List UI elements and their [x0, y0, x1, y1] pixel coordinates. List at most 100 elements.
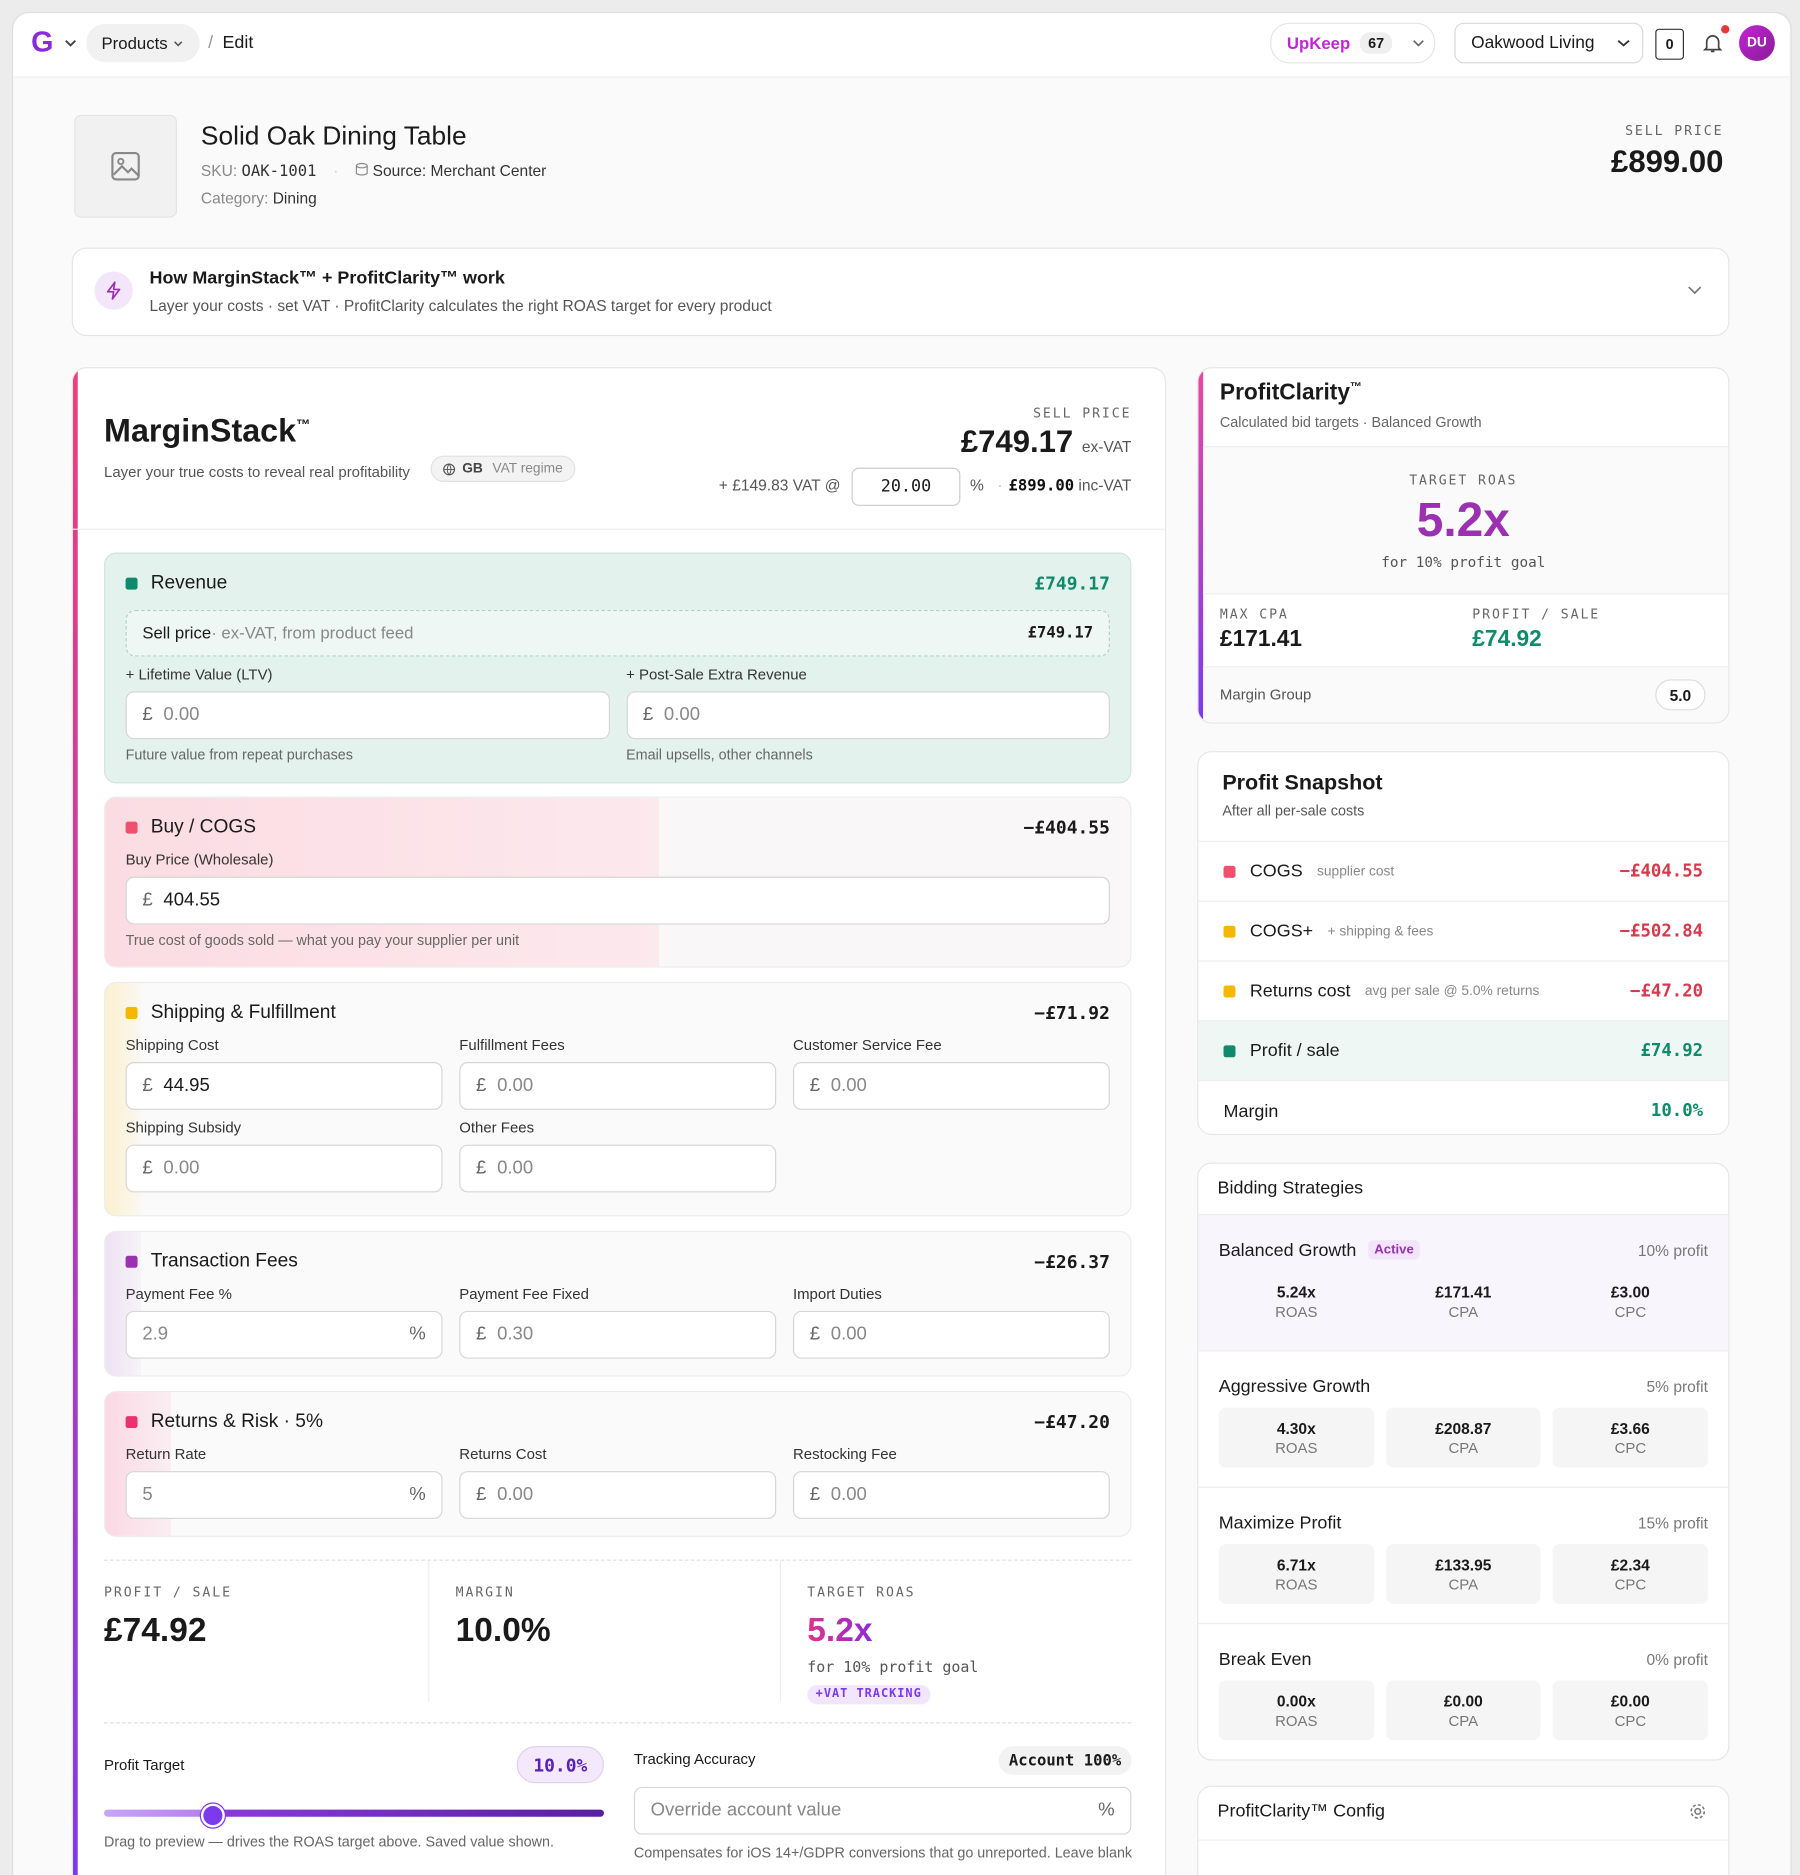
- field-label: Customer Service Fee: [792, 1036, 942, 1054]
- info-card[interactable]: [71, 247, 1730, 337]
- field-label: Returns Cost: [459, 1445, 547, 1463]
- strategy[interactable]: Aggressive Growth 5% profit 4.30x ROAS £208.…: [1198, 1350, 1729, 1486]
- input-value: 0.00: [497, 1483, 534, 1505]
- abs: [1721, 25, 1730, 34]
- field-help: Email upsells, other channels: [626, 746, 813, 764]
- field-input[interactable]: £0.00: [459, 1471, 777, 1519]
- slider[interactable]: [104, 1809, 604, 1817]
- field-input[interactable]: £44.95: [125, 1062, 443, 1110]
- field-grid: Buy Price (Wholesale) £404.55 True cost of…: [125, 842, 1110, 949]
- field-label: Shipping Subsidy: [125, 1119, 242, 1137]
- metric: 4.30x ROAS: [1218, 1407, 1374, 1468]
- field-input[interactable]: £0.00: [459, 1062, 777, 1110]
- svg: [106, 281, 121, 300]
- metric-value: 4.30x: [1276, 1419, 1316, 1438]
- metric: £208.87 CPA: [1385, 1407, 1541, 1468]
- row-value: £74.92: [1640, 1041, 1704, 1061]
- strategy[interactable]: Maximize Profit 15% profit 6.71x ROAS £133.9…: [1198, 1486, 1729, 1623]
- input-value: 2.9: [142, 1323, 169, 1344]
- path: [65, 39, 77, 47]
- input-prefix: £: [142, 889, 153, 910]
- input-prefix: £: [476, 1323, 487, 1344]
- metric-label: CPC: [1614, 1303, 1647, 1320]
- ellipse: [355, 162, 368, 169]
- metric-value: 6.71x: [1276, 1555, 1316, 1574]
- counter[interactable]: 0: [1655, 28, 1684, 60]
- summary-note: for 10% profit goal: [807, 1657, 979, 1676]
- field-input[interactable]: £0.00: [125, 691, 610, 740]
- strategy-header: Maximize Profit 15% profit: [1219, 1511, 1708, 1535]
- path: [355, 165, 368, 176]
- strategy[interactable]: Break Even 0% profit 0.00x ROAS £0.00 CPA £0.0…: [1198, 1622, 1729, 1759]
- input-prefix: £: [809, 1483, 821, 1505]
- metric-label: CPC: [1614, 1575, 1647, 1593]
- field: Payment Fee Fixed £0.30: [459, 1276, 777, 1359]
- span: ·: [997, 476, 1003, 494]
- subtitle: Calculated bid targets · Balanced Growth: [1219, 413, 1482, 431]
- metric-value: £133.95: [1435, 1555, 1492, 1574]
- field-input[interactable]: £0.00: [125, 1144, 443, 1193]
- summary-value: £74.92: [104, 1611, 207, 1649]
- bidding-card: Balanced Growth Active 10% profit 5.24x ROAS…: [1197, 1162, 1730, 1761]
- input-prefix: £: [809, 1323, 821, 1344]
- bell-icon[interactable]: [1703, 32, 1723, 54]
- field-input[interactable]: £0.30: [459, 1310, 777, 1359]
- field-input[interactable]: £0.00: [459, 1144, 777, 1193]
- strategy-header: Break Even 0% profit: [1219, 1647, 1708, 1671]
- section-header: Revenue £749.17: [125, 569, 1110, 598]
- field-input[interactable]: £0.00: [792, 1062, 1110, 1110]
- metric-label: ROAS: [1275, 1712, 1318, 1729]
- div: [1203, 446, 1729, 595]
- logo[interactable]: G: [31, 26, 54, 59]
- sell-row: Sell price · ex-VAT, from product feed £7…: [125, 609, 1110, 657]
- field: Fulfillment Fees £0.00: [459, 1027, 777, 1110]
- metric-label: CPC: [1614, 1712, 1647, 1729]
- cost-section: Returns & Risk · 5% −£47.20 Return Rate 5% R…: [104, 1390, 1132, 1537]
- field-input[interactable]: 5%: [125, 1471, 443, 1519]
- upkeep-count: 67: [1359, 32, 1393, 54]
- strategy-metrics: 4.30x ROAS £208.87 CPA £3.66 CPC: [1218, 1407, 1708, 1468]
- abs: Category: Dining: [201, 189, 317, 208]
- field-input[interactable]: £404.55: [125, 876, 1110, 925]
- field-input[interactable]: £0.00: [792, 1471, 1110, 1519]
- input-prefix: £: [476, 1483, 487, 1505]
- placeholder: Override account value: [650, 1799, 842, 1820]
- field: Restocking Fee £0.00: [792, 1436, 1110, 1519]
- breadcrumb-pill[interactable]: Products: [86, 23, 200, 63]
- metric-label: CPC: [1614, 1439, 1647, 1457]
- row-label: Returns cost: [1249, 980, 1351, 1002]
- field: Shipping Cost £44.95: [125, 1027, 443, 1110]
- metric: £2.34 CPC: [1552, 1544, 1708, 1604]
- path: [106, 281, 121, 300]
- store: Oakwood Living: [1471, 33, 1595, 53]
- upkeep-pill[interactable]: UpKeep 67: [1270, 22, 1436, 64]
- div: [1198, 1839, 1729, 1841]
- section-total: −£26.37: [1034, 1251, 1110, 1273]
- strategy[interactable]: Balanced Growth Active 10% profit 5.24x ROAS…: [1198, 1213, 1729, 1351]
- field-input[interactable]: 2.9%: [125, 1310, 443, 1359]
- section-name: Revenue: [150, 573, 228, 594]
- group-label: Margin Group: [1219, 686, 1312, 704]
- store-select[interactable]: Oakwood Living: [1454, 22, 1644, 64]
- vat-input[interactable]: 20.00: [851, 467, 961, 506]
- strategy-metrics: 6.71x ROAS £133.95 CPA £2.34 CPC: [1218, 1544, 1708, 1604]
- summary-value: 10.0%: [455, 1611, 551, 1649]
- div: [72, 528, 1165, 530]
- metric-value: £2.34: [1610, 1555, 1650, 1574]
- avatar[interactable]: DU: [1738, 25, 1775, 61]
- regime: VAT regime: [492, 461, 563, 477]
- metric: 5.24x ROAS: [1219, 1271, 1374, 1331]
- title: ProfitClarity™ Config: [1217, 1801, 1386, 1822]
- metric-value: £0.00: [1443, 1691, 1483, 1710]
- value: 10.0%: [516, 1746, 604, 1784]
- field: Returns Cost £0.00: [459, 1436, 777, 1519]
- tracking-input[interactable]: Override account value%: [633, 1786, 1132, 1835]
- config-card[interactable]: [1197, 1785, 1730, 1875]
- strategy-goal: 5% profit: [1646, 1377, 1708, 1396]
- metric-value: £3.00: [1610, 1282, 1650, 1301]
- row-dot: [1223, 1044, 1236, 1057]
- metric-value: £208.87: [1435, 1419, 1492, 1438]
- field-input[interactable]: £0.00: [792, 1310, 1110, 1359]
- field-input[interactable]: £0.00: [626, 691, 1110, 740]
- section-dot: [125, 821, 138, 834]
